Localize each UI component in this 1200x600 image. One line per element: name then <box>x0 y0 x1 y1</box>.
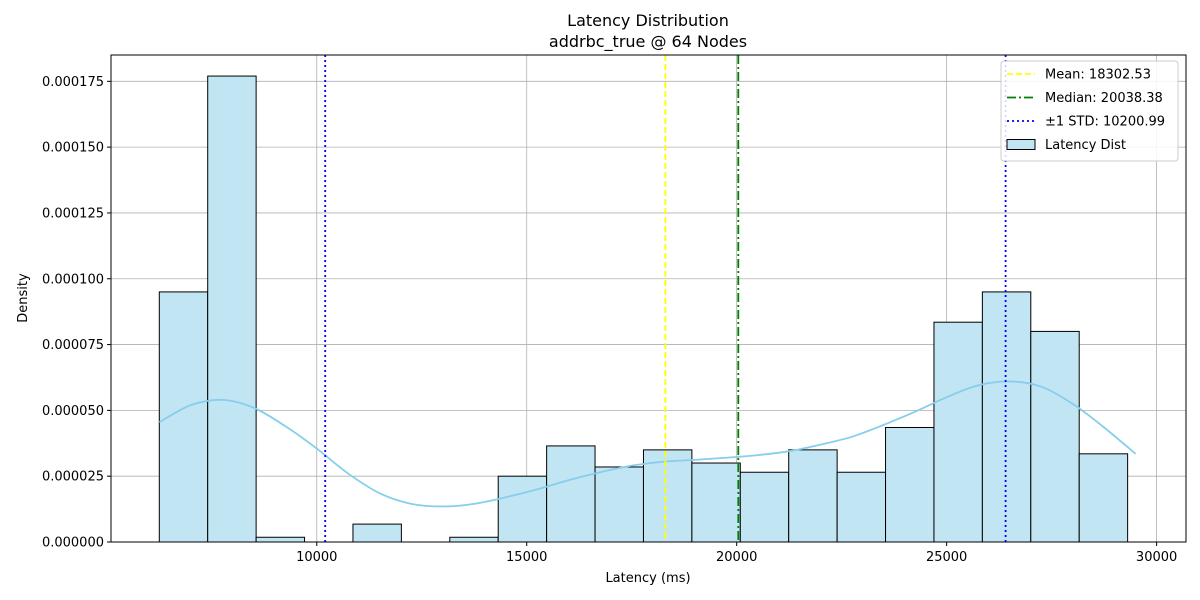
plot-frame <box>110 54 1187 543</box>
histogram-bar <box>885 426 935 543</box>
y-tick-label: 0.000050 <box>42 404 104 419</box>
histogram-bar <box>1030 330 1080 543</box>
y-tick-label: 0.000075 <box>42 338 104 353</box>
y-axis: 0.000000 0.000025 0.000050 0.000075 0.000100… <box>42 75 111 551</box>
histogram-bar <box>1078 453 1129 543</box>
chart-subtitle: addrbc_true @ 64 Nodes <box>549 32 747 52</box>
legend-label: ±1 STD: 10200.99 <box>1045 115 1165 130</box>
x-axis: 10000 15000 20000 25000 30000 <box>296 542 1177 565</box>
x-tick-label: 25000 <box>926 550 967 565</box>
legend-patch-swatch <box>1006 139 1036 150</box>
histogram-bars <box>158 75 1129 543</box>
x-tick-label: 15000 <box>506 550 547 565</box>
legend-label: Median: 20038.38 <box>1045 91 1163 106</box>
kde-layer <box>158 380 1137 508</box>
kde-curve <box>158 380 1137 508</box>
histogram-bar <box>352 523 402 543</box>
y-axis-label: Density <box>16 273 31 323</box>
histogram-bar <box>788 449 838 543</box>
histogram-bar <box>449 536 499 543</box>
y-tick-label: 0.000150 <box>42 141 104 156</box>
histogram-bar <box>691 462 741 543</box>
histogram-bar <box>981 291 1032 543</box>
histogram-bar <box>255 536 306 543</box>
y-tick-label: 0.000000 <box>42 536 104 551</box>
chart-title: Latency Distribution <box>567 11 729 30</box>
x-tick-label: 20000 <box>716 550 757 565</box>
legend-box <box>1000 60 1179 162</box>
histogram-bar <box>207 75 257 543</box>
legend-label: Mean: 18302.53 <box>1045 68 1151 83</box>
histogram-bar <box>836 471 887 543</box>
x-axis-label: Latency (ms) <box>605 571 690 586</box>
histogram-bar <box>739 471 790 543</box>
y-tick-label: 0.000100 <box>42 272 104 287</box>
x-tick-label: 30000 <box>1136 550 1177 565</box>
x-tick-label: 10000 <box>296 550 337 565</box>
histogram-bar <box>594 466 644 543</box>
y-tick-label: 0.000025 <box>42 470 104 485</box>
legend: Mean: 18302.53 Median: 20038.38 ±1 STD: 10… <box>1000 60 1179 162</box>
histogram-bar <box>546 445 596 543</box>
histogram-bar <box>497 475 548 543</box>
histogram-bar <box>933 321 983 543</box>
legend-label: Latency Dist <box>1045 138 1126 153</box>
y-tick-label: 0.000175 <box>42 75 104 90</box>
y-tick-label: 0.000125 <box>42 206 104 221</box>
